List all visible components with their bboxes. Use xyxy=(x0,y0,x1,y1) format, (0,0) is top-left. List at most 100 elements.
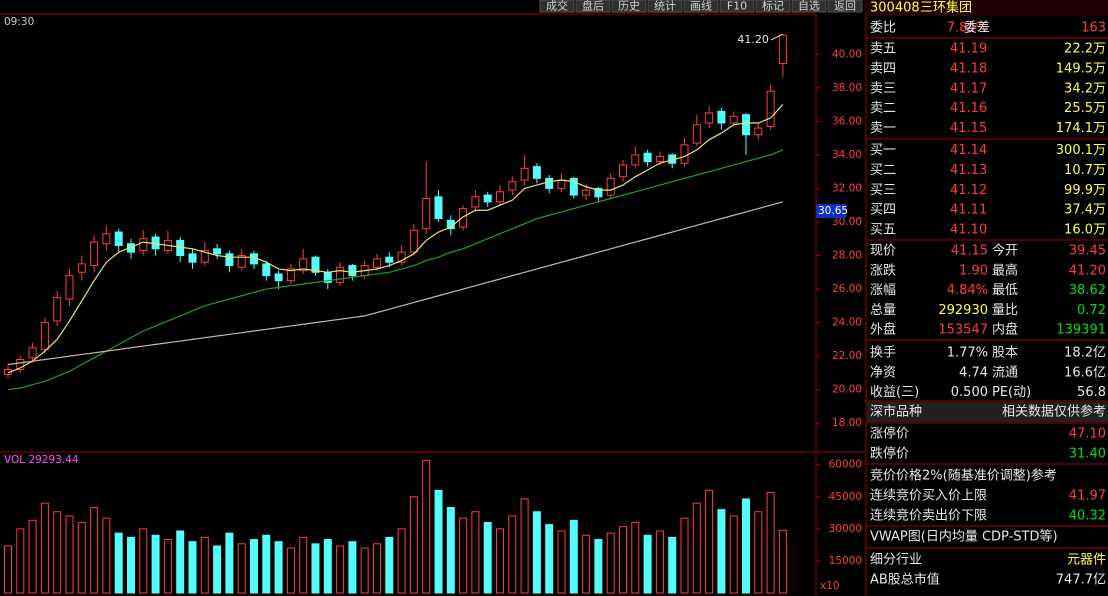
moving-average xyxy=(7,104,784,374)
stat-label: 内盘 xyxy=(992,322,1018,338)
candle-body xyxy=(385,256,394,263)
y-tick-label: 40.00 xyxy=(832,48,862,60)
time-label: 09:30 xyxy=(4,16,34,28)
candle-body xyxy=(373,258,381,268)
candle-body xyxy=(274,273,283,282)
order-label: 买四 xyxy=(870,203,896,218)
volume-bar xyxy=(717,509,726,594)
order-volume: 37.4万 xyxy=(1064,203,1106,218)
stat-label: 最低 xyxy=(992,283,1018,298)
toolbar-label[interactable]: 返回 xyxy=(834,0,856,13)
candle-body xyxy=(582,189,591,196)
order-price: 41.11 xyxy=(950,203,987,218)
order-label: 买三 xyxy=(870,183,896,198)
moving-average xyxy=(7,201,784,366)
moving-average xyxy=(7,149,784,391)
toolbar-button[interactable] xyxy=(647,0,683,13)
volume-bar xyxy=(532,511,541,594)
order-label: 卖三 xyxy=(870,81,896,96)
toolbar-button[interactable] xyxy=(683,0,719,13)
volume-bar xyxy=(299,536,308,594)
volume-bar xyxy=(4,545,12,594)
toolbar-label[interactable]: F10 xyxy=(727,0,747,13)
y-tick-label: 30.00 xyxy=(832,216,862,228)
volume-bar xyxy=(483,521,492,594)
candle-body xyxy=(717,110,726,124)
volume-bar xyxy=(53,511,62,594)
candle-body xyxy=(557,179,566,189)
candle-body xyxy=(606,177,615,196)
toolbar-label[interactable]: 画线 xyxy=(690,0,712,13)
candle-body xyxy=(311,256,320,273)
volume-bar xyxy=(668,536,677,594)
stat-value: 1.77% xyxy=(947,346,988,361)
candle-body xyxy=(286,268,295,282)
weicha-value: 163 xyxy=(1081,21,1106,36)
volume-bar xyxy=(569,519,578,594)
candle-body xyxy=(422,197,431,230)
candle-body xyxy=(631,154,640,166)
limit-label: 涨停价 xyxy=(870,426,909,442)
candle-body xyxy=(754,127,763,136)
stat-label: PE(动) xyxy=(992,385,1031,400)
candle-body xyxy=(496,191,504,203)
weibi-value: 7.84% xyxy=(947,21,988,36)
candle-body xyxy=(90,241,99,267)
candle-body xyxy=(729,115,738,124)
y-tick-label: 38.00 xyxy=(832,82,862,94)
y-tick-label: 24.00 xyxy=(832,317,862,329)
order-volume: 99.9万 xyxy=(1064,183,1106,198)
candle-body xyxy=(705,112,714,124)
toolbar-button[interactable] xyxy=(719,0,755,13)
candle-body xyxy=(28,347,37,359)
toolbar-button[interactable] xyxy=(827,0,863,13)
volume-bar xyxy=(680,517,689,594)
volume-bar xyxy=(409,496,418,594)
stat-label: 流通 xyxy=(992,365,1018,380)
toolbar-button[interactable] xyxy=(791,0,827,13)
candle-body xyxy=(594,187,603,198)
volume-bar xyxy=(766,491,775,594)
volume-bar xyxy=(655,530,664,594)
toolbar-label[interactable]: 统计 xyxy=(654,0,676,13)
order-volume: 149.5万 xyxy=(1056,61,1106,76)
candle-body xyxy=(655,156,664,163)
volume-unit: x10 xyxy=(820,580,840,592)
volume-bar xyxy=(336,545,345,594)
candle-body xyxy=(692,124,701,144)
candle-body xyxy=(483,194,492,203)
stat-label: 今开 xyxy=(992,243,1018,259)
limit-label: 跌停价 xyxy=(870,446,909,462)
order-volume: 34.2万 xyxy=(1064,81,1106,96)
high-pointer xyxy=(770,33,784,41)
volume-bar xyxy=(102,517,111,594)
toolbar-label[interactable]: 标记 xyxy=(762,0,784,13)
candle-body xyxy=(200,249,209,263)
candle-body xyxy=(139,238,148,251)
toolbar-label[interactable]: 成交 xyxy=(546,0,568,13)
price-marker-box xyxy=(816,204,846,219)
order-label: 卖四 xyxy=(870,61,896,76)
volume-bar xyxy=(643,534,652,594)
volume-bar xyxy=(778,529,787,594)
toolbar-label[interactable]: 自选 xyxy=(798,0,820,13)
toolbar-label[interactable]: 盘后 xyxy=(582,0,604,13)
order-label: 卖五 xyxy=(870,42,896,57)
volume-title: VOL 29293.44 xyxy=(4,454,79,466)
stat-label: 总量 xyxy=(870,303,896,318)
toolbar-button[interactable] xyxy=(539,0,575,13)
order-price: 41.13 xyxy=(950,163,987,178)
auction-value: 40.32 xyxy=(1069,509,1106,524)
label: 委差 xyxy=(964,21,990,36)
y-tick-label: 32.00 xyxy=(832,182,862,194)
toolbar-label[interactable]: 历史 xyxy=(618,0,640,13)
toolbar-button[interactable] xyxy=(575,0,611,13)
toolbar-button[interactable] xyxy=(755,0,791,13)
y-tick-label: 28.00 xyxy=(832,250,862,262)
volume-bar xyxy=(594,539,603,594)
candle-body xyxy=(409,229,418,253)
toolbar-button[interactable] xyxy=(611,0,647,13)
order-label: 买一 xyxy=(870,143,896,158)
y-tick-label: 22.00 xyxy=(832,350,862,362)
